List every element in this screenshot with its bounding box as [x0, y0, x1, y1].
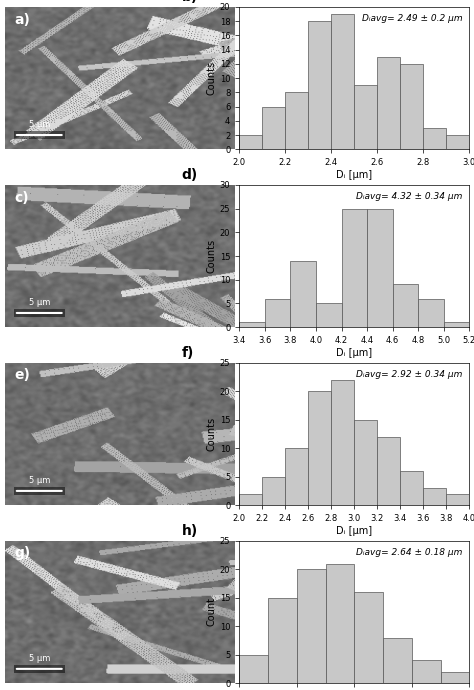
- X-axis label: Dᵢ [μm]: Dᵢ [μm]: [336, 526, 373, 536]
- Text: 5 μm: 5 μm: [28, 654, 50, 663]
- Bar: [239, 135, 262, 149]
- Bar: [308, 21, 331, 149]
- Bar: [400, 64, 423, 149]
- X-axis label: Dᵢ [μm]: Dᵢ [μm]: [336, 170, 373, 180]
- Text: c): c): [14, 190, 28, 204]
- FancyBboxPatch shape: [14, 308, 64, 317]
- Bar: [297, 569, 326, 683]
- Bar: [446, 135, 469, 149]
- Bar: [326, 564, 354, 683]
- Text: a): a): [14, 12, 30, 27]
- Bar: [354, 85, 377, 149]
- Bar: [262, 106, 285, 149]
- Bar: [423, 488, 446, 505]
- Y-axis label: Count: Count: [207, 598, 217, 627]
- Bar: [285, 448, 308, 505]
- Bar: [446, 494, 469, 505]
- Text: Dᵢavg= 4.32 ± 0.34 μm: Dᵢavg= 4.32 ± 0.34 μm: [356, 192, 462, 201]
- Bar: [268, 598, 297, 683]
- FancyBboxPatch shape: [14, 664, 64, 673]
- Bar: [239, 655, 268, 683]
- Bar: [354, 420, 377, 505]
- Bar: [367, 208, 392, 327]
- Bar: [354, 592, 383, 683]
- Bar: [377, 57, 400, 149]
- Text: Dᵢavg= 2.64 ± 0.18 μm: Dᵢavg= 2.64 ± 0.18 μm: [356, 548, 462, 557]
- X-axis label: Dᵢ [μm]: Dᵢ [μm]: [336, 348, 373, 358]
- Bar: [444, 322, 469, 327]
- Text: e): e): [14, 368, 30, 382]
- Bar: [331, 14, 354, 149]
- Text: b): b): [182, 0, 198, 4]
- Bar: [418, 299, 444, 327]
- Bar: [239, 494, 262, 505]
- Bar: [265, 299, 291, 327]
- Y-axis label: Counts: Counts: [207, 417, 217, 451]
- Bar: [377, 437, 400, 505]
- Bar: [316, 304, 341, 327]
- Bar: [400, 471, 423, 505]
- Bar: [239, 322, 265, 327]
- Bar: [341, 208, 367, 327]
- Bar: [308, 391, 331, 505]
- Bar: [331, 380, 354, 505]
- Text: f): f): [182, 346, 194, 360]
- Text: Dᵢavg= 2.92 ± 0.34 μm: Dᵢavg= 2.92 ± 0.34 μm: [356, 370, 462, 379]
- Y-axis label: Counts: Counts: [207, 61, 217, 95]
- Text: 5 μm: 5 μm: [28, 120, 50, 129]
- FancyBboxPatch shape: [14, 130, 64, 139]
- Y-axis label: Counts: Counts: [207, 239, 217, 273]
- Bar: [285, 92, 308, 149]
- Text: 5 μm: 5 μm: [28, 476, 50, 485]
- Bar: [440, 671, 469, 683]
- Bar: [383, 638, 412, 683]
- Text: Dᵢavg= 2.49 ± 0.2 μm: Dᵢavg= 2.49 ± 0.2 μm: [362, 14, 462, 23]
- Text: g): g): [14, 546, 30, 560]
- Text: 5 μm: 5 μm: [28, 298, 50, 307]
- Bar: [423, 128, 446, 149]
- Text: d): d): [182, 168, 198, 182]
- Text: h): h): [182, 524, 198, 538]
- Bar: [262, 477, 285, 505]
- Bar: [412, 660, 440, 683]
- FancyBboxPatch shape: [14, 486, 64, 495]
- Bar: [392, 284, 418, 327]
- Bar: [291, 261, 316, 327]
